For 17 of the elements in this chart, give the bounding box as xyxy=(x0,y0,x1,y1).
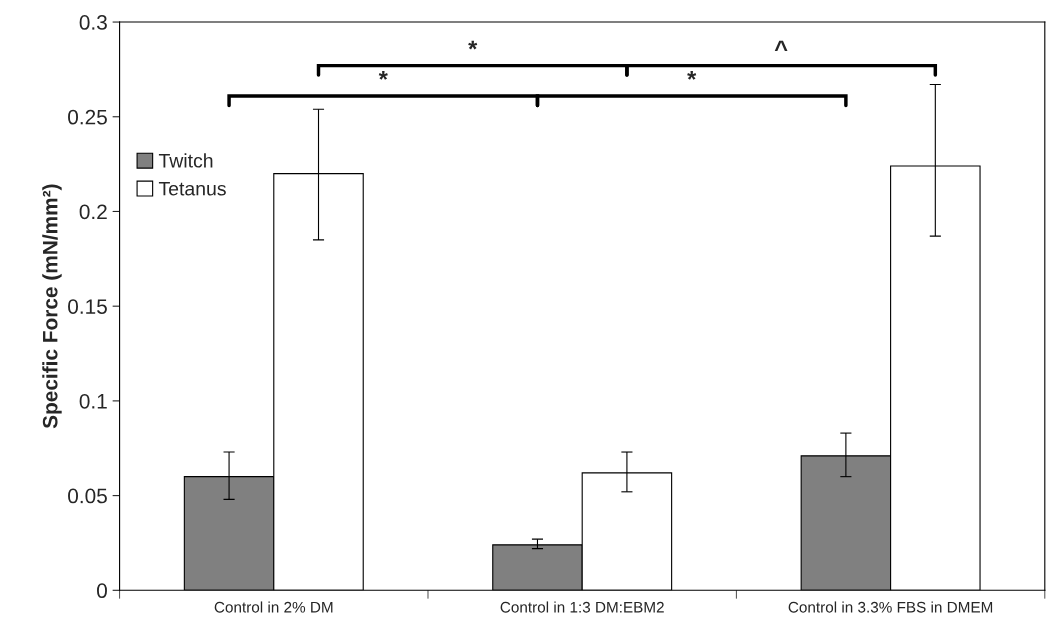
annotation: * xyxy=(468,40,478,50)
y-axis-title: Specific Force (mN/mm²) xyxy=(42,184,62,429)
y-tick-label: 0.1 xyxy=(79,393,107,409)
y-tick-label: 0.3 xyxy=(79,15,107,30)
annotation: * xyxy=(378,70,388,80)
annotation: * xyxy=(687,70,697,80)
y-tick-label: 0 xyxy=(97,583,107,599)
y-tick-label: 0.05 xyxy=(68,488,107,504)
y-tick-label: 0.2 xyxy=(79,204,107,220)
x-tick-label: Control in 2% DM xyxy=(214,601,333,613)
x-tick-label: Control in 3.3% FBS in DMEM xyxy=(788,601,993,613)
legend-label: Twitch xyxy=(158,153,213,168)
y-tick-label: 0.15 xyxy=(68,299,107,314)
annotation: ^ xyxy=(774,40,788,51)
x-tick-label: Control in 1:3 DM:EBM2 xyxy=(500,601,664,613)
y-tick-label: 0.25 xyxy=(68,109,107,125)
legend-label: Tetanus xyxy=(158,181,226,196)
